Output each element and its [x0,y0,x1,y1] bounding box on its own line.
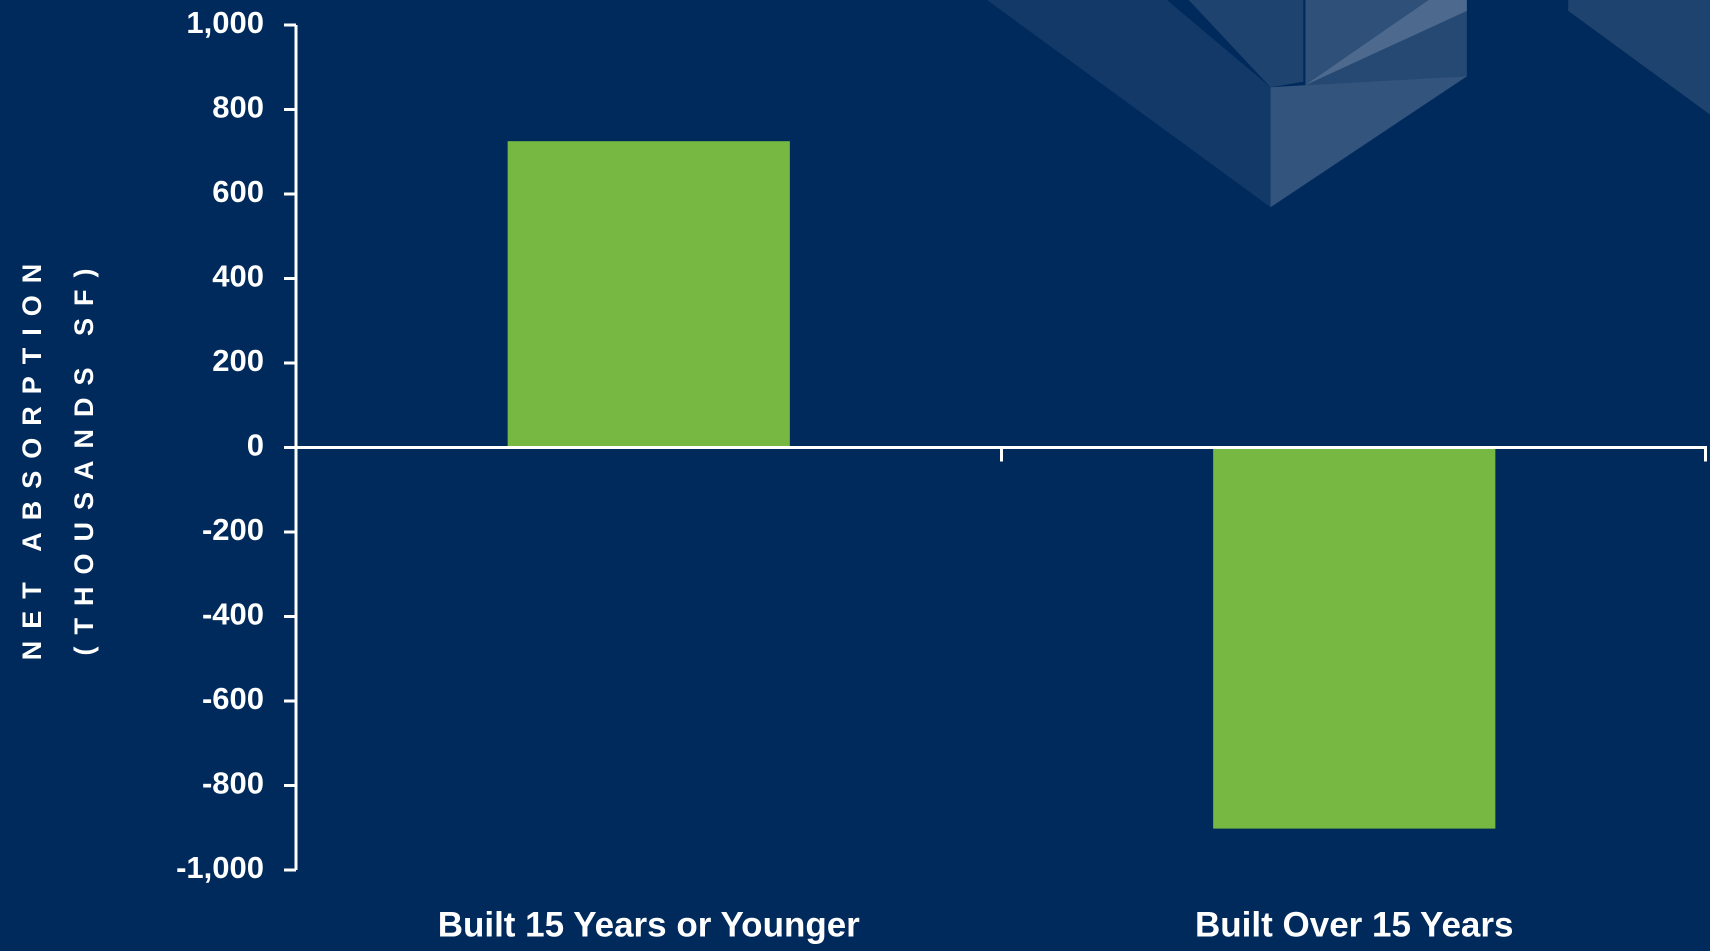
y-tick-label: -1,000 [176,850,264,885]
x-tick-label: Built 15 Years or Younger [438,905,860,944]
y-axis-label: (THOUSANDS SF) [69,257,99,656]
y-tick-label: -200 [202,512,264,547]
y-tick-label: -400 [202,597,264,632]
cube-face [1568,0,1710,115]
y-axis-label: NET ABSORPTION [17,252,47,661]
y-tick-label: 200 [212,343,264,378]
decoration [986,0,1710,208]
y-tick-label: 600 [212,174,264,209]
bar [1213,447,1496,829]
bar [507,141,790,448]
y-tick-label: -800 [202,766,264,801]
y-tick-label: 0 [247,428,264,463]
cube-face [1188,0,1304,88]
y-tick-label: -600 [202,681,264,716]
cube-face [986,0,1271,208]
y-tick-label: 1,000 [186,5,264,40]
y-tick-label: 400 [212,259,264,294]
cube-face [1270,0,1467,88]
y-tick-label: 800 [212,90,264,125]
cube-face [1305,0,1467,86]
x-tick-label: Built Over 15 Years [1195,905,1513,944]
